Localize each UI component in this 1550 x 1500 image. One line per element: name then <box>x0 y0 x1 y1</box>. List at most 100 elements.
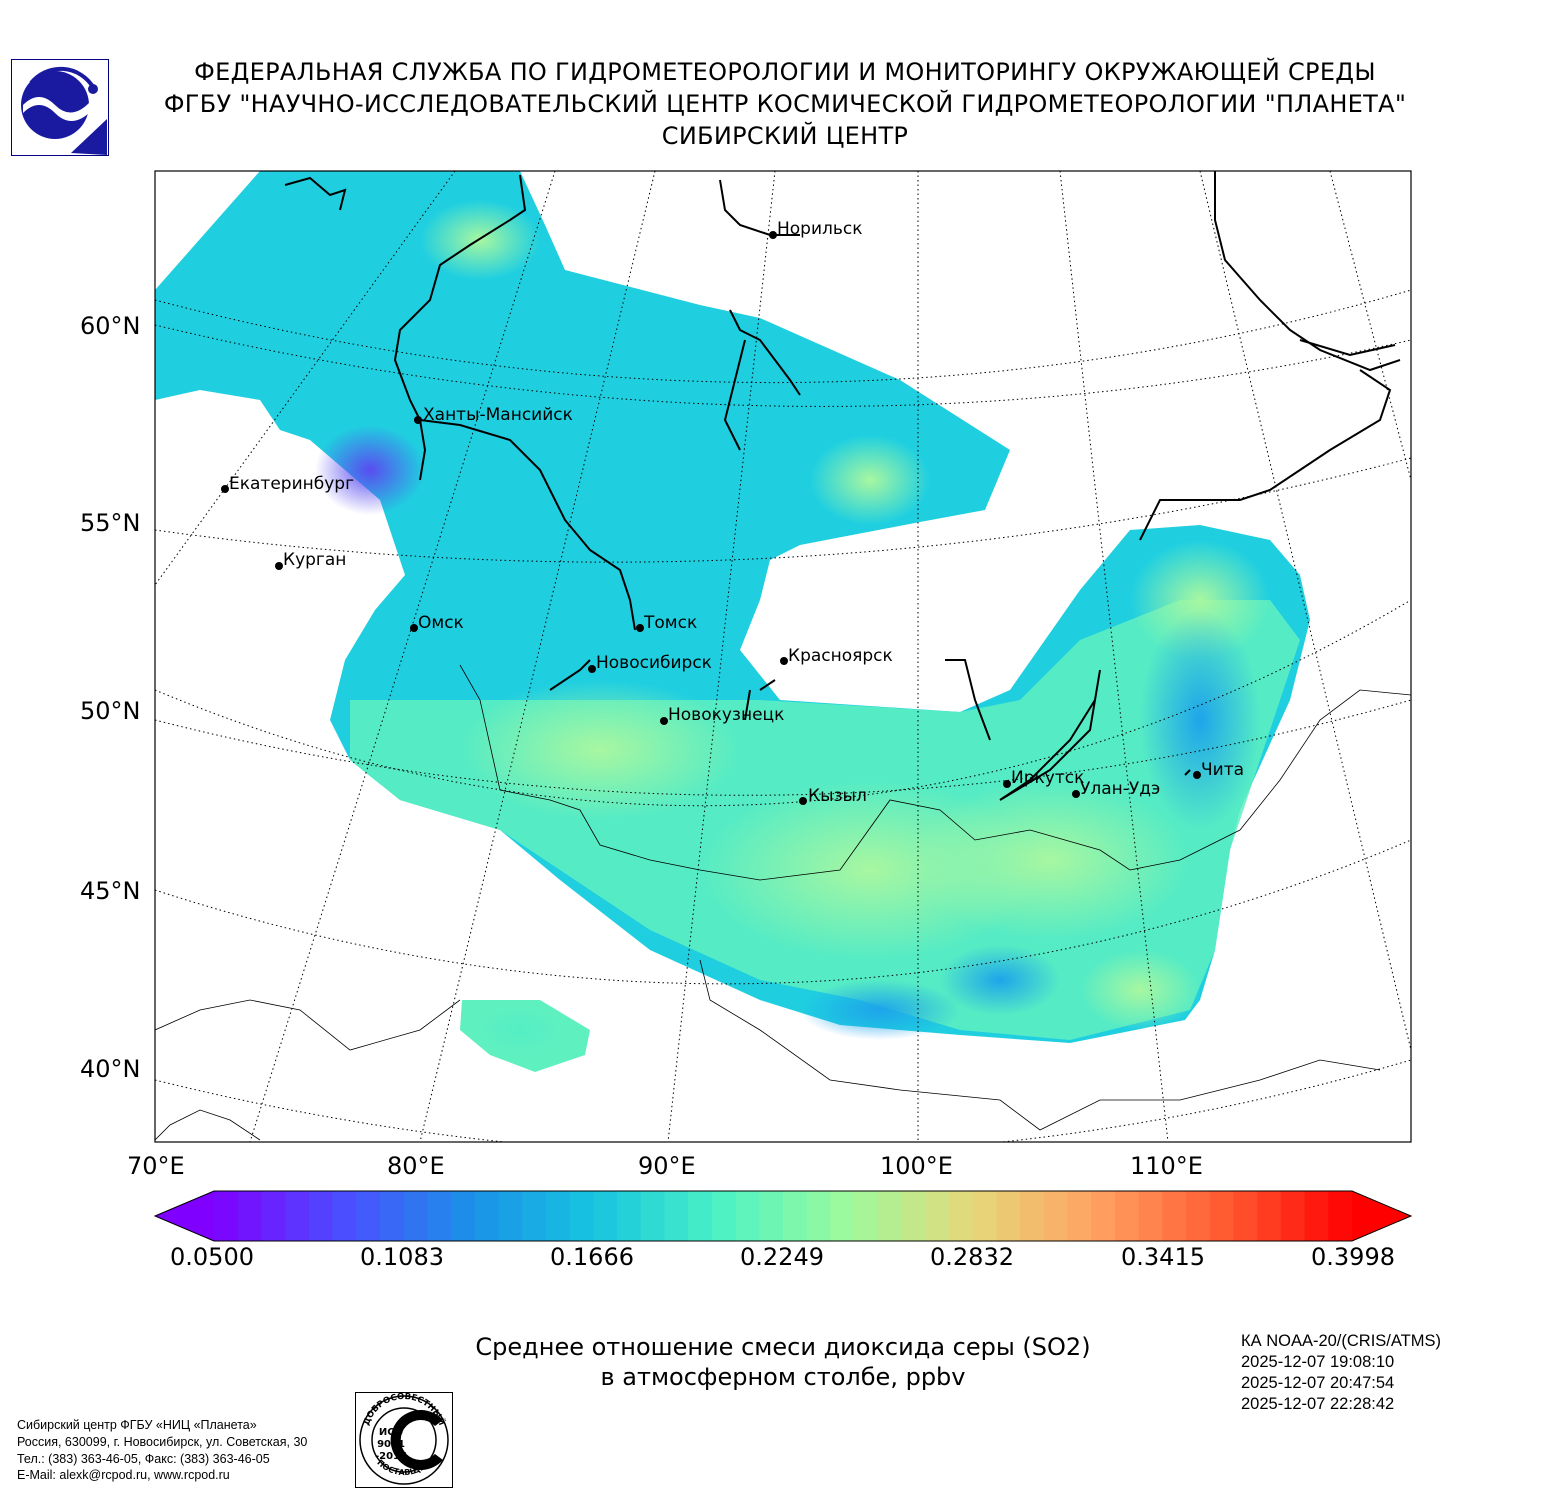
colorbar-segment <box>664 1191 689 1241</box>
lat-label-55: 55°N <box>80 509 141 537</box>
colorbar-segment <box>711 1191 737 1241</box>
colorbar-tick-5: 0.3415 <box>1121 1243 1205 1271</box>
city-label: Омск <box>418 613 464 633</box>
footer-line-4: E-Mail: alexk@rcpod.ru, www.rcpod.ru <box>17 1468 230 1482</box>
city-label: Екатеринбург <box>229 474 354 494</box>
colorbar-segment <box>1304 1191 1329 1241</box>
data-field <box>155 171 1310 1072</box>
colorbar-segment <box>830 1191 855 1241</box>
lon-label-90: 90°E <box>638 1152 696 1180</box>
pass-time-2: 2025-12-07 20:47:54 <box>1241 1374 1395 1392</box>
colorbar-segment <box>1257 1191 1282 1241</box>
colorbar-segment <box>854 1191 879 1241</box>
city-dot <box>1193 771 1201 779</box>
map-frame <box>154 170 1412 1143</box>
lon-label-100: 100°E <box>880 1152 953 1180</box>
colorbar-segment <box>1020 1191 1045 1241</box>
city-label: Иркутск <box>1011 768 1084 788</box>
lat-label-45: 45°N <box>80 877 141 905</box>
header-line-3: СИБИРСКИЙ ЦЕНТР <box>661 122 909 150</box>
city-label: Чита <box>1201 760 1244 780</box>
lon-label-70: 70°E <box>127 1152 185 1180</box>
lat-label-50: 50°N <box>80 697 141 725</box>
colorbar-segment <box>806 1191 832 1241</box>
colorbar-segment <box>1067 1191 1092 1241</box>
city-label: Кызыл <box>808 786 867 806</box>
colorbar-segment <box>972 1191 997 1241</box>
colorbar-segment <box>1138 1191 1163 1241</box>
colorbar-segment <box>735 1191 760 1241</box>
city-dot <box>410 624 418 632</box>
colorbar-segment <box>1186 1191 1211 1241</box>
colorbar-segment <box>522 1191 547 1241</box>
colorbar-segment <box>1114 1191 1140 1241</box>
colorbar-segment <box>569 1191 594 1241</box>
colorbar-segment <box>640 1191 666 1241</box>
colorbar-segment <box>617 1191 642 1241</box>
city-label: Новосибирск <box>596 653 712 673</box>
header-line-1: ФЕДЕРАЛЬНАЯ СЛУЖБА ПО ГИДРОМЕТЕОРОЛОГИИ … <box>194 58 1376 86</box>
caption-line-2: в атмосферном столбе, ppbv <box>600 1363 966 1391</box>
footer-line-3: Тел.: (383) 363-46-05, Факс: (383) 363-4… <box>17 1452 270 1466</box>
colorbar-segment <box>759 1191 784 1241</box>
city-dot <box>275 562 283 570</box>
colorbar-segment <box>996 1191 1021 1241</box>
colorbar-segment <box>783 1191 808 1241</box>
colorbar-segment <box>877 1191 903 1241</box>
colorbar-tick-3: 0.2249 <box>740 1243 824 1271</box>
city-label: Новокузнецк <box>668 705 784 725</box>
city-label: Томск <box>643 613 697 633</box>
city-dot <box>1003 780 1011 788</box>
colorbar-segment <box>1091 1191 1116 1241</box>
roshydromet-logo-icon <box>11 59 109 156</box>
iso-mid-2: 9001 <box>377 1439 405 1450</box>
pass-time-1: 2025-12-07 19:08:10 <box>1241 1353 1395 1371</box>
colorbar-segment <box>427 1191 452 1241</box>
colorbar-segment <box>308 1191 334 1241</box>
colorbar-segment <box>1233 1191 1258 1241</box>
colorbar-segment <box>379 1191 405 1241</box>
pass-time-3: 2025-12-07 22:28:42 <box>1241 1395 1395 1413</box>
city-label: Улан-Удэ <box>1080 779 1160 799</box>
city-label: Красноярск <box>788 646 893 666</box>
colorbar-segment <box>1162 1191 1187 1241</box>
footer-line-2: Россия, 630099, г. Новосибирск, ул. Сове… <box>17 1435 308 1449</box>
lat-label-40: 40°N <box>80 1055 141 1083</box>
colorbar-segment <box>403 1191 428 1241</box>
colorbar-segment <box>688 1191 713 1241</box>
colorbar-segment <box>1209 1191 1235 1241</box>
footer-line-1: Сибирский центр ФГБУ «НИЦ «Планета» <box>17 1418 257 1432</box>
colorbar-min-arrow <box>155 1191 214 1241</box>
borders <box>155 664 1411 1141</box>
colorbar-segment <box>474 1191 500 1241</box>
colorbar-segment <box>451 1191 476 1241</box>
colorbar <box>153 1190 1413 1242</box>
colorbar-segment <box>1043 1191 1069 1241</box>
lon-label-80: 80°E <box>387 1152 445 1180</box>
iso-9001-badge-icon: ДОБРОСОВЕСТНЫЙ ПОСТАВЩИК ИСО 9001 -2015 <box>355 1392 453 1488</box>
city-dot <box>769 231 777 239</box>
colorbar-max-arrow <box>1352 1191 1411 1241</box>
colorbar-segment <box>261 1191 286 1241</box>
rivers-coast <box>284 171 1401 801</box>
colorbar-segment <box>1328 1191 1353 1241</box>
colorbar-segment <box>237 1191 263 1241</box>
colorbar-segment <box>925 1191 950 1241</box>
colorbar-tick-2: 0.1666 <box>550 1243 634 1271</box>
header-line-2: ФГБУ "НАУЧНО-ИССЛЕДОВАТЕЛЬСКИЙ ЦЕНТР КОС… <box>163 90 1407 118</box>
city-dot <box>799 797 807 805</box>
caption-line-1: Среднее отношение смеси диоксида серы (S… <box>475 1333 1091 1361</box>
colorbar-segment <box>1280 1191 1306 1241</box>
city-label: Ханты-Мансийск <box>423 405 573 425</box>
city-markers: Норильск Ханты-Мансийск Екатеринбург Курган… <box>221 219 1244 806</box>
colorbar-segment <box>332 1191 357 1241</box>
lon-label-110: 110°E <box>1130 1152 1203 1180</box>
colorbar-segment <box>593 1191 618 1241</box>
colorbar-segment <box>948 1191 974 1241</box>
colorbar-segment <box>498 1191 523 1241</box>
iso-mid-3: -2015 <box>375 1451 407 1462</box>
city-dot <box>221 485 229 493</box>
city-dot <box>660 717 668 725</box>
city-dot <box>588 665 596 673</box>
